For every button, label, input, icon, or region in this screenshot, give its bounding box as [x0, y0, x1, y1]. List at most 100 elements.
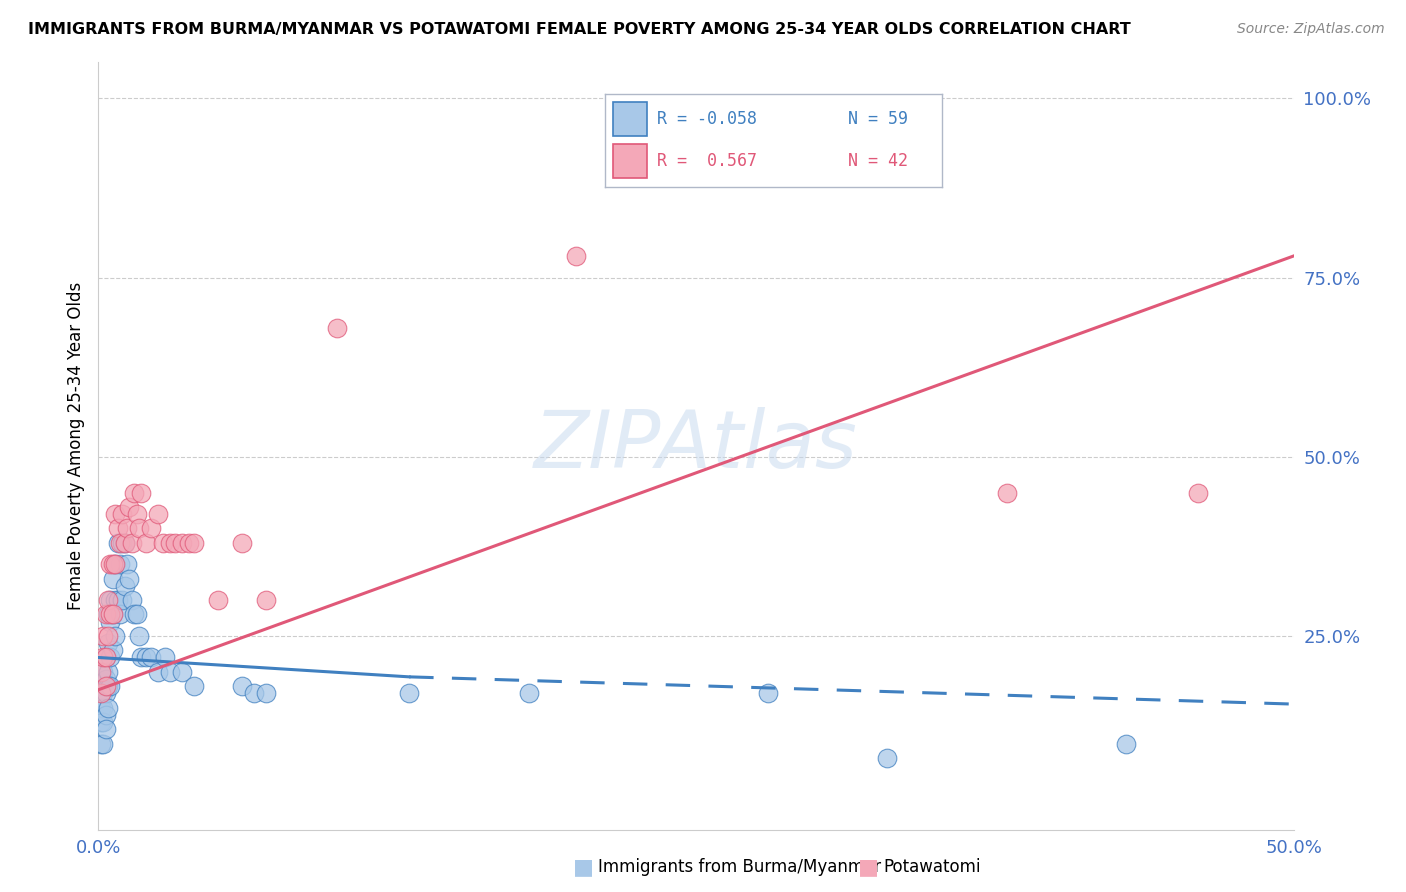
Y-axis label: Female Poverty Among 25-34 Year Olds: Female Poverty Among 25-34 Year Olds	[66, 282, 84, 610]
Text: Source: ZipAtlas.com: Source: ZipAtlas.com	[1237, 22, 1385, 37]
Point	[172, 665, 194, 679]
Point	[756, 686, 779, 700]
Point	[104, 558, 127, 572]
Text: ■: ■	[574, 857, 593, 877]
Point	[101, 607, 124, 622]
Point	[131, 485, 153, 500]
Point	[97, 679, 120, 693]
Point	[94, 722, 117, 736]
Point	[155, 650, 177, 665]
Point	[125, 507, 148, 521]
Text: Immigrants from Burma/Myanmar: Immigrants from Burma/Myanmar	[598, 858, 880, 876]
Point	[565, 249, 588, 263]
Point	[90, 714, 112, 729]
Text: ZIPAtlas: ZIPAtlas	[534, 407, 858, 485]
Point	[97, 700, 120, 714]
Point	[98, 558, 122, 572]
Point	[124, 607, 146, 622]
Point	[97, 607, 120, 622]
Point	[104, 593, 127, 607]
Point	[107, 521, 129, 535]
Point	[91, 665, 114, 679]
Point	[94, 679, 117, 693]
Point	[101, 558, 124, 572]
Point	[94, 650, 117, 665]
Point	[91, 737, 114, 751]
Point	[118, 572, 141, 586]
Point	[254, 593, 277, 607]
Point	[207, 593, 229, 607]
Point	[114, 536, 136, 550]
Point	[101, 572, 124, 586]
Point	[1115, 737, 1137, 751]
Point	[125, 607, 148, 622]
FancyBboxPatch shape	[613, 145, 647, 178]
Point	[98, 607, 122, 622]
Text: N = 59: N = 59	[848, 110, 907, 128]
Point	[107, 536, 129, 550]
Point	[91, 686, 114, 700]
Point	[108, 536, 131, 550]
Point	[91, 700, 114, 714]
Point	[183, 679, 205, 693]
Text: IMMIGRANTS FROM BURMA/MYANMAR VS POTAWATOMI FEMALE POVERTY AMONG 25-34 YEAR OLDS: IMMIGRANTS FROM BURMA/MYANMAR VS POTAWAT…	[28, 22, 1130, 37]
Point	[231, 536, 253, 550]
Point	[98, 679, 122, 693]
Point	[114, 579, 136, 593]
Point	[98, 615, 122, 629]
Point	[91, 650, 114, 665]
Point	[91, 629, 114, 643]
Point	[111, 536, 134, 550]
Point	[128, 521, 150, 535]
Point	[398, 686, 420, 700]
Point	[90, 679, 112, 693]
Text: ■: ■	[859, 857, 879, 877]
Text: N = 42: N = 42	[848, 153, 907, 170]
Point	[128, 629, 150, 643]
Point	[108, 607, 131, 622]
Point	[91, 714, 114, 729]
Point	[148, 507, 170, 521]
Point	[876, 751, 898, 765]
Point	[517, 686, 540, 700]
Point	[94, 607, 117, 622]
Point	[179, 536, 201, 550]
Text: R = -0.058: R = -0.058	[657, 110, 756, 128]
Point	[111, 507, 134, 521]
Point	[995, 485, 1018, 500]
Point	[148, 665, 170, 679]
Point	[326, 320, 349, 334]
Point	[98, 593, 122, 607]
Point	[139, 521, 162, 535]
Point	[183, 536, 205, 550]
Point	[163, 536, 186, 550]
Point	[135, 536, 157, 550]
Point	[90, 686, 112, 700]
Point	[139, 650, 162, 665]
Point	[104, 629, 127, 643]
Point	[118, 500, 141, 514]
FancyBboxPatch shape	[613, 102, 647, 136]
Point	[115, 521, 138, 535]
Point	[97, 665, 120, 679]
Point	[172, 536, 194, 550]
Point	[97, 593, 120, 607]
Point	[107, 593, 129, 607]
Point	[254, 686, 277, 700]
Point	[114, 536, 136, 550]
Point	[94, 707, 117, 722]
Point	[121, 536, 143, 550]
Point	[104, 558, 127, 572]
Point	[98, 650, 122, 665]
Text: Potawatomi: Potawatomi	[883, 858, 980, 876]
Point	[90, 737, 112, 751]
Point	[231, 679, 253, 693]
Point	[101, 643, 124, 657]
Point	[97, 636, 120, 650]
Point	[104, 507, 127, 521]
Point	[90, 665, 112, 679]
Point	[94, 672, 117, 686]
Point	[121, 593, 143, 607]
Point	[94, 650, 117, 665]
Point	[159, 665, 181, 679]
